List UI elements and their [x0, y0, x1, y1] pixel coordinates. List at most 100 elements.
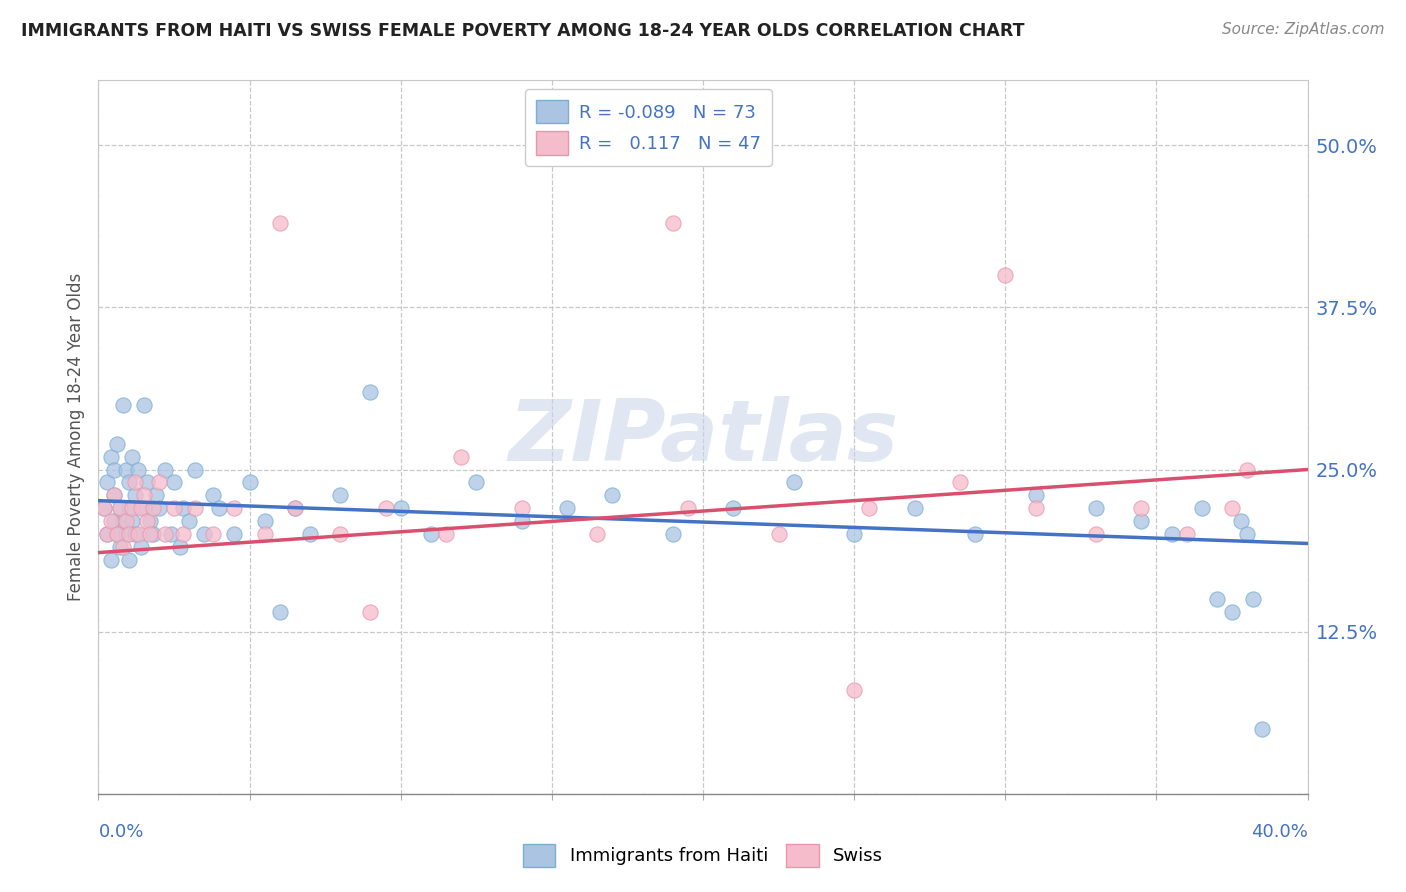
Point: [510, 515, 533, 529]
Point: [1236, 527, 1258, 541]
Point: [105, 527, 128, 541]
Point: [153, 527, 176, 541]
Point: [96, 527, 118, 541]
Point: [284, 501, 307, 516]
Point: [184, 462, 207, 476]
Point: [269, 216, 291, 230]
Point: [111, 515, 134, 529]
Point: [129, 541, 152, 555]
Text: Source: ZipAtlas.com: Source: ZipAtlas.com: [1222, 22, 1385, 37]
Point: [103, 515, 125, 529]
Point: [184, 501, 207, 516]
Point: [661, 527, 683, 541]
Point: [96, 475, 118, 490]
Point: [510, 501, 533, 516]
Point: [127, 527, 149, 541]
Point: [172, 527, 194, 541]
Point: [904, 501, 927, 516]
Point: [949, 475, 972, 490]
Point: [103, 462, 125, 476]
Point: [132, 398, 155, 412]
Point: [139, 515, 162, 529]
Point: [124, 475, 146, 490]
Point: [153, 462, 176, 476]
Point: [114, 527, 136, 541]
Point: [434, 527, 457, 541]
Point: [360, 605, 382, 619]
Point: [105, 436, 128, 450]
Y-axis label: Female Poverty Among 18-24 Year Olds: Female Poverty Among 18-24 Year Olds: [66, 273, 84, 601]
Point: [135, 515, 157, 529]
Point: [114, 462, 136, 476]
Point: [858, 501, 880, 516]
Point: [121, 501, 143, 516]
Point: [129, 501, 152, 516]
Point: [124, 488, 146, 502]
Point: [1160, 527, 1182, 541]
Point: [103, 488, 125, 502]
Point: [193, 527, 215, 541]
Point: [163, 475, 186, 490]
Point: [450, 450, 472, 464]
Point: [96, 527, 118, 541]
Text: 40.0%: 40.0%: [1251, 822, 1308, 840]
Point: [661, 216, 683, 230]
Point: [148, 475, 170, 490]
Point: [172, 501, 194, 516]
Point: [1175, 527, 1198, 541]
Point: [1024, 501, 1046, 516]
Point: [100, 553, 122, 567]
Point: [420, 527, 443, 541]
Point: [118, 553, 141, 567]
Point: [1130, 515, 1153, 529]
Point: [586, 527, 609, 541]
Point: [360, 384, 382, 399]
Point: [994, 268, 1017, 282]
Point: [1241, 592, 1264, 607]
Point: [1220, 501, 1243, 516]
Point: [299, 527, 322, 541]
Point: [1130, 501, 1153, 516]
Point: [374, 501, 396, 516]
Text: ZIPatlas: ZIPatlas: [508, 395, 898, 479]
Point: [208, 501, 231, 516]
Text: 0.0%: 0.0%: [98, 822, 143, 840]
Point: [465, 475, 488, 490]
Point: [202, 527, 225, 541]
Point: [1206, 592, 1229, 607]
Point: [1251, 722, 1274, 736]
Point: [114, 515, 136, 529]
Point: [127, 462, 149, 476]
Point: [329, 527, 352, 541]
Point: [163, 501, 186, 516]
Point: [121, 450, 143, 464]
Point: [100, 515, 122, 529]
Point: [1191, 501, 1213, 516]
Point: [132, 501, 155, 516]
Point: [253, 527, 276, 541]
Point: [844, 527, 866, 541]
Point: [118, 501, 141, 516]
Point: [118, 475, 141, 490]
Point: [108, 501, 131, 516]
Point: [103, 488, 125, 502]
Point: [160, 527, 183, 541]
Point: [93, 501, 115, 516]
Point: [124, 527, 146, 541]
Point: [224, 501, 246, 516]
Point: [1024, 488, 1046, 502]
Point: [148, 501, 170, 516]
Point: [169, 541, 191, 555]
Point: [108, 541, 131, 555]
Point: [202, 488, 225, 502]
Point: [135, 475, 157, 490]
Point: [1220, 605, 1243, 619]
Point: [145, 488, 167, 502]
Point: [1230, 515, 1253, 529]
Point: [723, 501, 745, 516]
Point: [768, 527, 790, 541]
Point: [142, 527, 165, 541]
Point: [389, 501, 412, 516]
Point: [965, 527, 987, 541]
Point: [1236, 462, 1258, 476]
